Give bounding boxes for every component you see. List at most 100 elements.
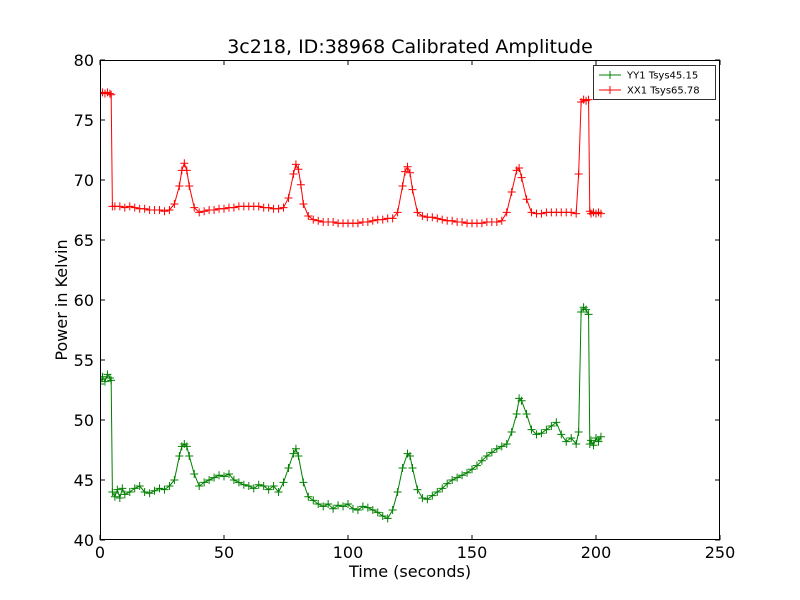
data-point bbox=[507, 428, 516, 436]
data-point bbox=[314, 500, 323, 508]
data-point bbox=[284, 194, 293, 202]
data-point bbox=[448, 216, 457, 225]
data-point bbox=[596, 209, 605, 218]
data-point bbox=[105, 89, 114, 98]
data-point bbox=[567, 434, 576, 442]
data-point bbox=[515, 164, 524, 172]
data-point bbox=[433, 214, 442, 223]
data-point bbox=[487, 448, 496, 457]
data-point bbox=[155, 206, 164, 214]
data-point bbox=[100, 380, 104, 388]
data-point bbox=[279, 203, 288, 212]
data-point bbox=[224, 470, 233, 478]
y-tick-label: 40 bbox=[74, 531, 94, 550]
data-point bbox=[413, 485, 422, 494]
data-point bbox=[497, 216, 506, 225]
data-point bbox=[309, 215, 318, 224]
data-point bbox=[125, 202, 134, 211]
data-point bbox=[582, 305, 591, 314]
data-point bbox=[594, 437, 603, 446]
data-point bbox=[584, 95, 593, 104]
data-point bbox=[502, 208, 511, 217]
data-point bbox=[492, 218, 501, 226]
data-point bbox=[234, 478, 243, 487]
data-point bbox=[314, 216, 323, 225]
data-point bbox=[279, 478, 288, 487]
data-point bbox=[388, 214, 397, 223]
legend-label: XX1 Tsys65.78 bbox=[627, 86, 700, 97]
data-point bbox=[170, 200, 179, 208]
data-point bbox=[339, 502, 348, 511]
data-point bbox=[527, 208, 536, 217]
data-point bbox=[512, 410, 521, 418]
y-tick-label: 55 bbox=[74, 351, 94, 370]
y-tick-label: 80 bbox=[74, 51, 94, 70]
data-point bbox=[537, 209, 546, 218]
data-point bbox=[130, 484, 139, 493]
data-point bbox=[135, 482, 144, 490]
data-point bbox=[269, 482, 278, 490]
data-point bbox=[577, 308, 586, 316]
data-point bbox=[274, 488, 283, 496]
y-axis-title: Power in Kelvin bbox=[52, 239, 71, 360]
x-tick-label: 0 bbox=[95, 543, 105, 562]
data-point bbox=[291, 444, 300, 453]
data-point bbox=[108, 488, 117, 496]
data-point bbox=[418, 494, 427, 502]
data-point bbox=[182, 442, 191, 451]
data-point bbox=[408, 185, 417, 194]
data-point bbox=[291, 160, 300, 169]
data-point bbox=[408, 464, 417, 472]
data-point bbox=[492, 444, 501, 453]
data-point bbox=[393, 208, 402, 217]
data-point bbox=[477, 456, 486, 465]
data-point bbox=[215, 471, 224, 480]
data-point bbox=[482, 452, 491, 460]
data-point bbox=[497, 442, 506, 451]
x-axis-title: Time (seconds) bbox=[348, 562, 471, 581]
data-point bbox=[574, 428, 583, 436]
data-point bbox=[329, 504, 338, 513]
data-point bbox=[572, 440, 581, 448]
data-point bbox=[589, 441, 598, 450]
chart-title: 3c218, ID:38968 Calibrated Amplitude bbox=[227, 36, 593, 58]
data-point bbox=[120, 490, 129, 499]
y-tick-label: 50 bbox=[74, 411, 94, 430]
data-point bbox=[334, 501, 343, 510]
data-point bbox=[353, 219, 362, 228]
data-point bbox=[537, 429, 546, 438]
legend-label: YY1 Tsys45.15 bbox=[626, 71, 698, 82]
data-point bbox=[210, 473, 219, 482]
x-tick-label: 250 bbox=[705, 543, 736, 562]
data-point bbox=[329, 218, 338, 226]
data-point bbox=[413, 208, 422, 217]
data-point bbox=[567, 208, 576, 217]
data-point bbox=[185, 452, 194, 460]
data-point bbox=[304, 212, 313, 220]
data-point bbox=[160, 485, 169, 494]
data-point bbox=[210, 206, 219, 214]
data-point bbox=[264, 485, 273, 494]
data-point bbox=[254, 480, 263, 489]
data-point bbox=[140, 204, 149, 213]
data-point bbox=[160, 207, 169, 216]
data-point bbox=[472, 461, 481, 470]
data-point bbox=[120, 203, 129, 212]
data-point bbox=[596, 432, 605, 441]
data-point bbox=[100, 377, 109, 386]
data-point bbox=[353, 506, 362, 514]
data-point bbox=[175, 182, 184, 190]
data-point bbox=[113, 485, 122, 494]
data-point bbox=[358, 502, 367, 511]
data-point bbox=[195, 208, 204, 217]
data-point bbox=[502, 440, 511, 448]
data-point bbox=[244, 482, 253, 490]
data-point bbox=[433, 488, 442, 496]
data-point bbox=[438, 484, 447, 493]
data-point bbox=[398, 464, 407, 472]
data-point bbox=[448, 476, 457, 484]
data-point bbox=[165, 206, 174, 214]
data-point bbox=[453, 473, 462, 482]
data-point bbox=[170, 476, 179, 484]
data-point bbox=[418, 212, 427, 220]
